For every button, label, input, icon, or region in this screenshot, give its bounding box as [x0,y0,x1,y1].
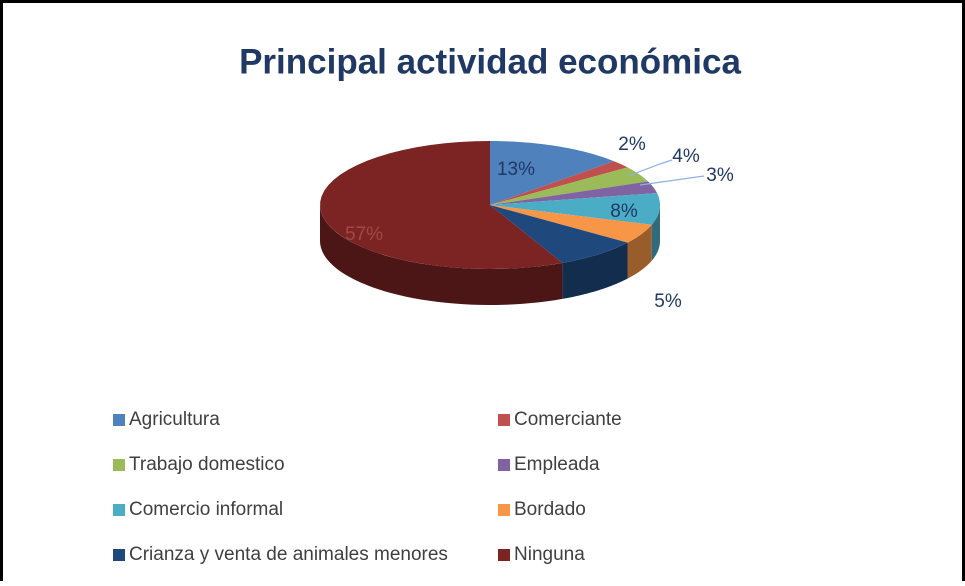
slice-side [562,242,628,299]
legend-swatch [113,549,125,561]
legend-swatch [498,504,510,516]
legend-swatch [498,414,510,426]
slice [490,181,657,205]
legend-swatch [113,504,125,516]
legend-swatch [113,414,125,426]
legend-label: Comercio informal [129,499,283,520]
legend-label: Comerciante [514,409,622,430]
data-label: 13% [497,159,535,180]
slice [490,161,628,205]
data-label: 5% [654,291,682,312]
slice-side [320,205,563,305]
legend-label: Trabajo domestico [129,454,285,475]
slice [490,167,649,205]
leader-line [639,175,705,186]
legend-label: Crianza y venta de animales menores [129,544,448,565]
data-label: 3% [706,165,734,186]
data-label: 8% [610,201,638,222]
data-label: 57% [345,224,383,245]
slice [320,141,563,269]
legend-label: Agricultura [129,409,220,430]
legend-label: Empleada [514,454,600,475]
slice [490,205,628,263]
legend-swatch [113,459,125,471]
data-label: 2% [618,134,646,155]
slice [490,141,614,205]
legend-swatch [498,459,510,471]
leader-line [627,159,673,177]
legend-swatch [498,549,510,561]
slice-side [627,224,652,279]
slice [490,205,652,243]
data-label: 4% [672,146,700,167]
legend-label: Bordado [514,499,586,520]
chart-title: Principal actividad económica [239,42,741,81]
slice [490,193,660,225]
slice-side [651,205,660,261]
legend-label: Ninguna [514,544,585,565]
